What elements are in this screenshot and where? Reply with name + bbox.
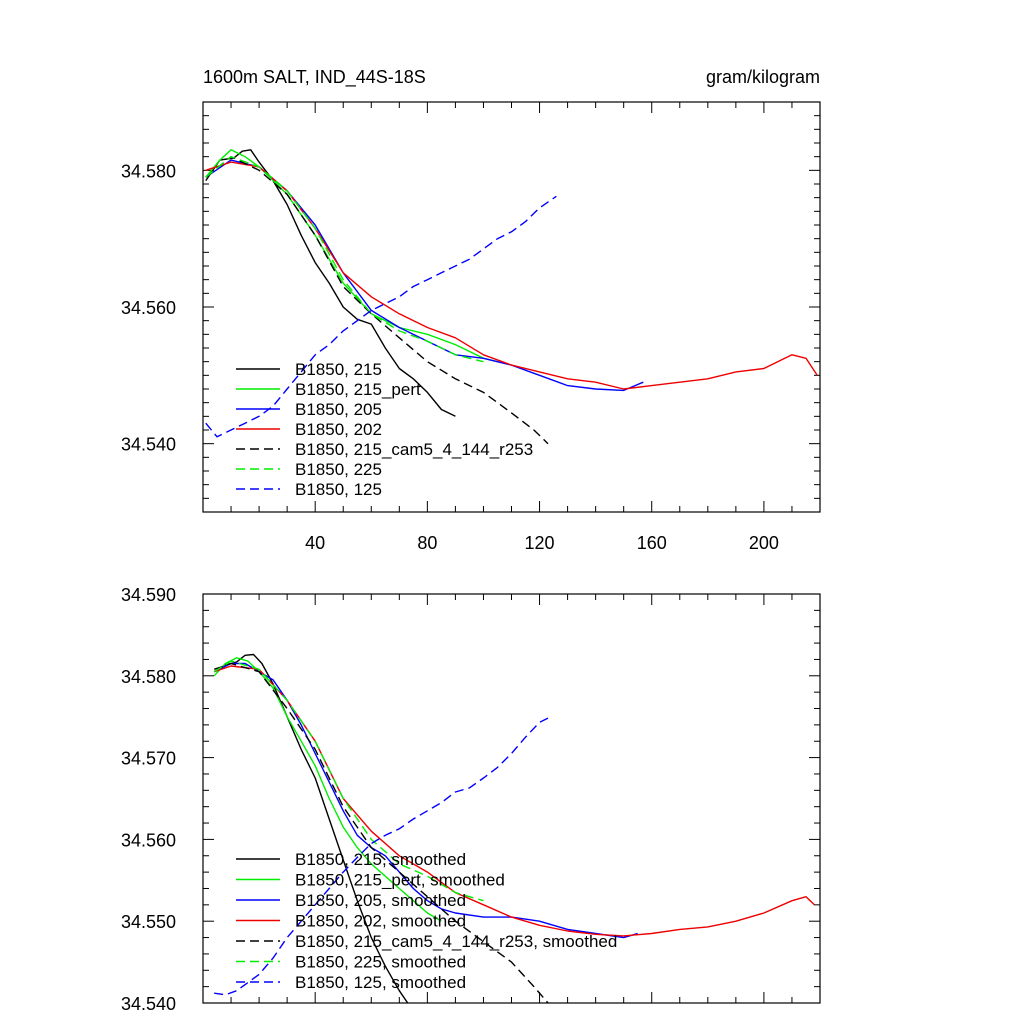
bottom-y-tick-label: 34.540 [121, 994, 176, 1014]
top-legend-label: B1850, 205 [295, 400, 382, 419]
bottom-series-line [213, 657, 442, 922]
top-legend-label: B1850, 215_pert [295, 380, 421, 399]
top-legend-label: B1850, 202 [295, 420, 382, 439]
top-x-tick-label: 80 [417, 533, 437, 553]
bottom-legend-label: B1850, 215_pert, smoothed [295, 871, 505, 890]
bottom-y-tick-label: 34.560 [121, 830, 176, 850]
top-legend-label: B1850, 215_cam5_4_144_r253 [295, 440, 533, 459]
bottom-y-tick-label: 34.590 [121, 585, 176, 605]
bottom-legend-label: B1850, 215, smoothed [295, 850, 466, 869]
bottom-panel: 34.540 34.550 34.560 34.570 34.580 34.590 B185… [121, 585, 821, 1014]
bottom-series-line [214, 716, 552, 996]
top-y-tick-label: 34.540 [121, 435, 176, 455]
top-panel: 1600m SALT, IND_44S-18S gram/kilogram 40… [121, 67, 821, 553]
top-series-line [205, 156, 484, 363]
bottom-legend-label: B1850, 125, smoothed [295, 973, 466, 992]
top-series-line [205, 161, 818, 390]
units-label: gram/kilogram [706, 67, 820, 87]
top-series-line [205, 159, 644, 392]
top-x-tick-label: 200 [749, 533, 779, 553]
bottom-legend-label: B1850, 215_cam5_4_144_r253, smoothed [295, 932, 617, 951]
bottom-legend-label: B1850, 202, smoothed [295, 912, 466, 931]
bottom-y-tick-label: 34.570 [121, 749, 176, 769]
top-series-line [205, 149, 498, 363]
top-legend-label: B1850, 215 [295, 360, 382, 379]
top-series-line [205, 195, 557, 438]
bottom-series-line [213, 662, 549, 1003]
bottom-plot-area: 34.540 34.550 34.560 34.570 34.580 34.590 B185… [121, 585, 821, 1014]
top-series-line [205, 156, 549, 445]
top-series-group [205, 149, 818, 445]
top-x-tick-label: 40 [305, 533, 325, 553]
top-x-tick-label: 160 [637, 533, 667, 553]
top-legend-label: B1850, 125 [295, 480, 382, 499]
top-series-line [205, 149, 456, 417]
bottom-legend-label: B1850, 225, smoothed [295, 953, 466, 972]
bottom-y-tick-label: 34.550 [121, 912, 176, 932]
bottom-series-line [213, 660, 484, 902]
top-x-tick-label: 120 [525, 533, 555, 553]
chart-title: 1600m SALT, IND_44S-18S [203, 67, 426, 88]
bottom-series-line [213, 662, 638, 939]
bottom-series-line [213, 653, 409, 1003]
top-y-tick-label: 34.560 [121, 298, 176, 318]
top-legend-label: B1850, 225 [295, 460, 382, 479]
bottom-legend-label: B1850, 205, smoothed [295, 891, 466, 910]
top-y-tick-label: 34.580 [121, 161, 176, 181]
top-plot-area: 40 80 120 160 200 34.540 34.560 34.580 B1850, 21… [121, 101, 821, 553]
bottom-y-tick-label: 34.580 [121, 667, 176, 687]
bottom-series-group [213, 653, 815, 1003]
